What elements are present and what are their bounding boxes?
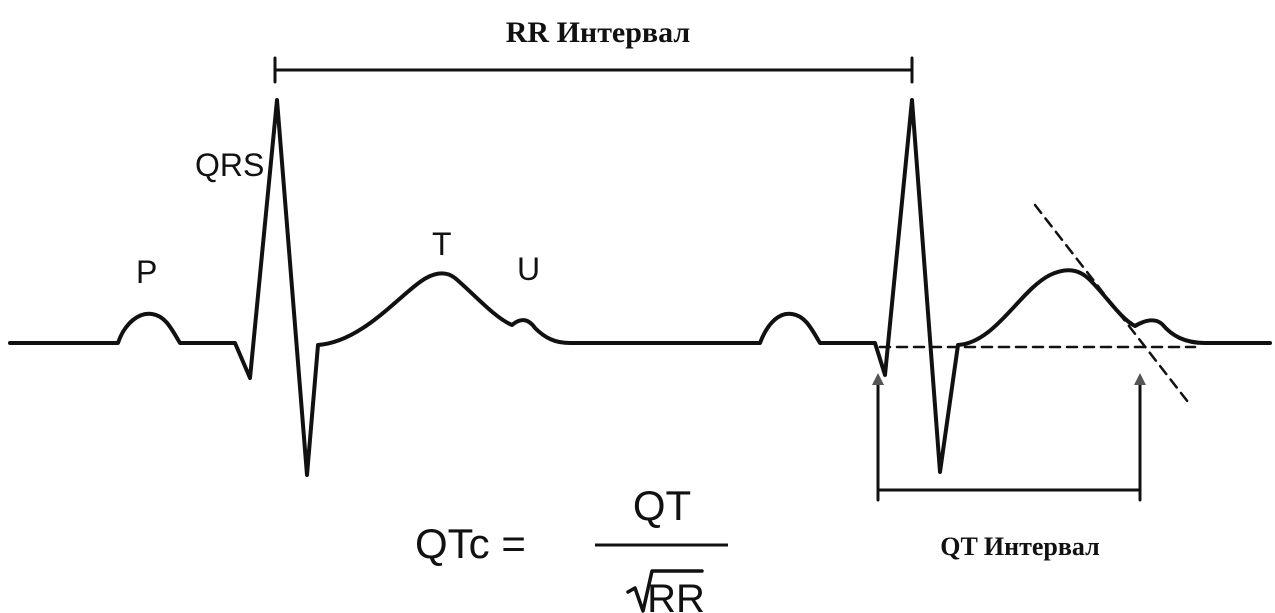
t-label: T (432, 226, 452, 262)
formula-numerator: QT (633, 482, 691, 529)
u-label: U (517, 251, 540, 287)
qt-interval-label: QT Интервал (940, 532, 1099, 561)
p-label: P (136, 254, 157, 290)
rr-interval-label: RR Интервал (506, 16, 691, 49)
formula-denominator: RR (647, 577, 705, 613)
rr-bracket (273, 56, 914, 84)
radical-sign (626, 569, 704, 613)
formula-lhs: QTc = (415, 520, 526, 567)
qt-helper-lines (878, 203, 1197, 404)
qrs-label: QRS (195, 147, 264, 183)
qt-bracket (876, 378, 1142, 502)
